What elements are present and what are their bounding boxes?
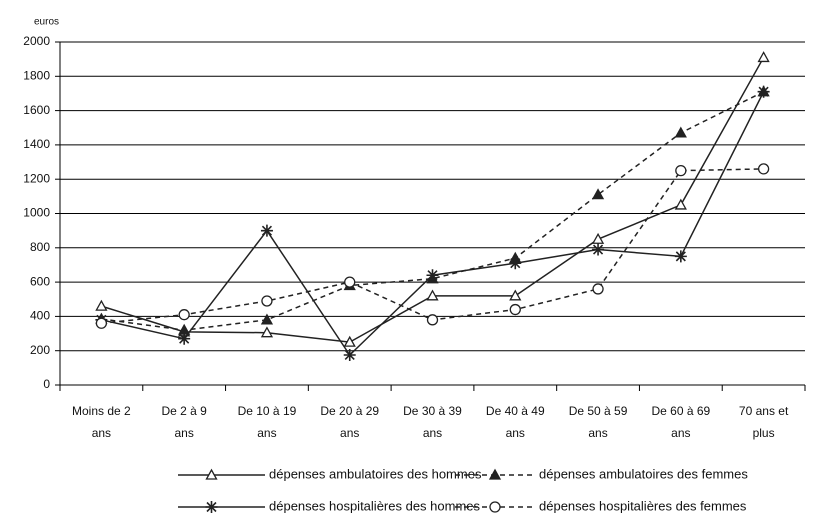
- marker: [674, 126, 687, 138]
- y-tick-label: 800: [30, 240, 50, 254]
- marker: [426, 269, 439, 282]
- x-tick-label: De 40 à 49 ans: [485, 404, 545, 440]
- marker: [426, 314, 439, 326]
- marker: [260, 326, 274, 338]
- marker: [509, 289, 522, 301]
- legend-marker: [205, 468, 218, 480]
- marker: [178, 309, 190, 321]
- marker: [757, 85, 770, 98]
- marker: [343, 348, 356, 361]
- x-tick-label: De 50 à 59 ans: [568, 404, 628, 440]
- x-tick-label: De 10 à 19 ans: [237, 404, 297, 440]
- marker: [757, 163, 770, 175]
- y-tick-label: 1000: [23, 206, 50, 220]
- marker: [509, 257, 522, 270]
- x-tick-label: De 60 à 69 ans: [651, 404, 711, 440]
- legend-label: dépenses hospitalières des hommes: [269, 498, 481, 513]
- marker: [509, 303, 521, 316]
- legend-marker: [488, 468, 502, 480]
- legend-marker: [205, 501, 218, 513]
- marker: [260, 224, 273, 237]
- marker: [343, 335, 356, 347]
- y-tick-label: 400: [30, 309, 50, 323]
- marker: [591, 188, 605, 200]
- y-tick-label: 1800: [23, 68, 50, 82]
- y-tick-label: 1200: [23, 171, 50, 185]
- marker: [592, 283, 604, 295]
- series-line: [101, 91, 764, 331]
- marker: [95, 317, 108, 329]
- x-tick-label: De 30 à 39 ans: [403, 404, 462, 440]
- marker: [344, 276, 356, 288]
- y-tick-label: 1400: [23, 137, 50, 151]
- x-tick-label: Moins de 2 ans: [72, 404, 131, 440]
- marker: [592, 243, 605, 256]
- marker: [178, 332, 191, 345]
- y-tick-label: 1600: [23, 103, 50, 117]
- legend-marker: [489, 501, 501, 513]
- marker: [675, 165, 687, 177]
- y-tick-label: 600: [30, 274, 50, 288]
- y-axis-label: euros: [34, 17, 59, 28]
- marker: [674, 198, 687, 210]
- y-tick-label: 2000: [23, 34, 50, 48]
- marker: [260, 313, 274, 325]
- marker: [591, 232, 605, 244]
- marker: [674, 250, 687, 263]
- marker: [95, 299, 108, 311]
- legend-label: dépenses hospitalières des femmes: [539, 498, 747, 513]
- marker: [261, 295, 273, 307]
- x-tick-label: De 2 à 9 ans: [161, 404, 207, 440]
- legend-label: dépenses ambulatoires des femmes: [539, 466, 748, 481]
- x-tick-label: De 20 à 29 ans: [320, 404, 380, 440]
- y-tick-label: 200: [30, 343, 50, 357]
- x-tick-label: 70 ans et plus: [738, 404, 789, 440]
- legend-label: dépenses ambulatoires des hommes: [269, 466, 482, 481]
- marker: [757, 51, 770, 63]
- y-tick-label: 0: [43, 377, 50, 391]
- marker: [426, 289, 439, 301]
